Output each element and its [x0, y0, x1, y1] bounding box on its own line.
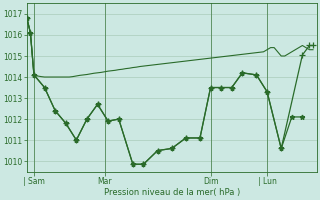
X-axis label: Pression niveau de la mer( hPa ): Pression niveau de la mer( hPa )	[104, 188, 240, 197]
